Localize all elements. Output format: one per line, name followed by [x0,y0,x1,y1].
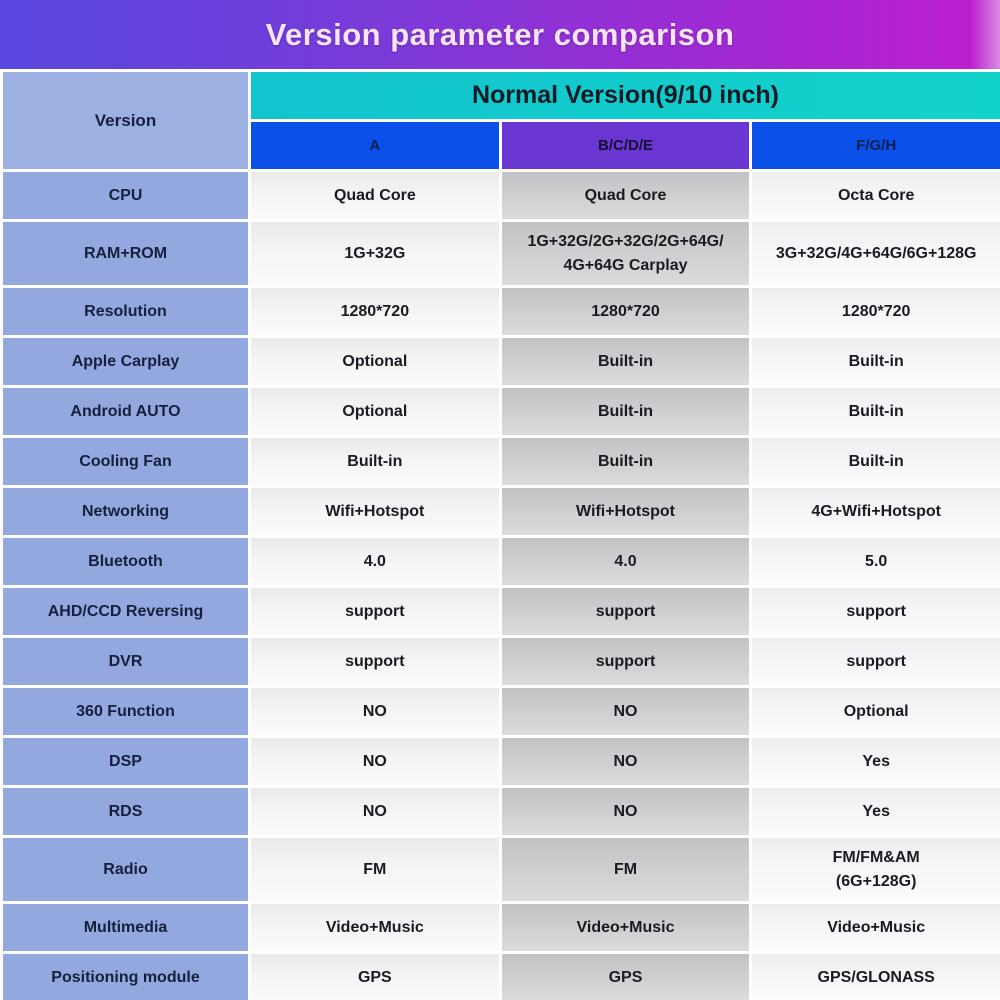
cell-version-bcde: support [501,588,750,635]
cell-version-a: NO [251,738,499,785]
cell-version-a: FM [251,838,499,901]
column-header-bcde: B/C/D/E [501,122,750,169]
row-label: Cooling Fan [3,438,248,485]
table-row: Bluetooth 4.0 4.0 5.0 [3,538,1000,585]
comparison-table: Version Normal Version(9/10 inch) A B/C/… [0,69,1000,1000]
table-row: Cooling Fan Built-in Built-in Built-in [3,438,1000,485]
row-label: Multimedia [3,904,248,951]
column-headers: A B/C/D/E F/G/H [251,122,1000,169]
cell-version-a: NO [251,788,499,835]
row-label: DSP [3,738,248,785]
table-row: DVR support support support [3,638,1000,685]
cell-version-a: support [251,588,499,635]
cell-version-bcde: Built-in [501,438,750,485]
cell-version-fgh: Built-in [752,338,1000,385]
column-header-fgh: F/G/H [752,122,1000,169]
page-title: Version parameter comparison [265,16,735,52]
table-row: Multimedia Video+Music Video+Music Video… [3,904,1000,951]
table-row: RAM+ROM 1G+32G 1G+32G/2G+32G/2G+64G/ 4G+… [3,222,1000,285]
version-header-cell: Version [3,72,248,169]
cell-version-a: GPS [251,954,499,1000]
cell-version-fgh: GPS/GLONASS [752,954,1000,1000]
row-label: Networking [3,488,248,535]
cell-version-fgh: Built-in [752,388,1000,435]
cell-version-fgh: Yes [752,738,1000,785]
table-row: Android AUTO Optional Built-in Built-in [3,388,1000,435]
row-label: AHD/CCD Reversing [3,588,248,635]
cell-version-a: NO [251,688,499,735]
cell-version-bcde: Video+Music [501,904,750,951]
cell-version-fgh: Video+Music [752,904,1000,951]
cell-version-bcde: 4.0 [501,538,750,585]
cell-version-fgh: 4G+Wifi+Hotspot [752,488,1000,535]
row-label: 360 Function [3,688,248,735]
column-header-a: A [251,122,499,169]
cell-version-a: Video+Music [251,904,499,951]
table-row: DSP NO NO Yes [3,738,1000,785]
cell-version-a: Built-in [251,438,499,485]
table-row: Radio FM FM FM/FM&AM (6G+128G) [3,838,1000,901]
table-row: RDS NO NO Yes [3,788,1000,835]
cell-version-a: 4.0 [251,538,499,585]
cell-version-fgh: 1280*720 [752,288,1000,335]
cell-version-a: Optional [251,388,499,435]
cell-version-a: Quad Core [251,172,499,219]
row-label: RAM+ROM [3,222,248,285]
header-row: Version Normal Version(9/10 inch) A B/C/… [3,72,1000,169]
table-row: 360 Function NO NO Optional [3,688,1000,735]
cell-version-a: 1280*720 [251,288,499,335]
cell-version-fgh: 3G+32G/4G+64G/6G+128G [752,222,1000,285]
row-label: Radio [3,838,248,901]
cell-version-bcde: NO [501,738,750,785]
cell-version-bcde: support [501,638,750,685]
row-label: RDS [3,788,248,835]
header-right-group: Normal Version(9/10 inch) A B/C/D/E F/G/… [251,72,1000,169]
cell-version-bcde: GPS [501,954,750,1000]
row-label: CPU [3,172,248,219]
cell-version-fgh: 5.0 [752,538,1000,585]
cell-version-a: 1G+32G [251,222,499,285]
table-row: Resolution 1280*720 1280*720 1280*720 [3,288,1000,335]
cell-version-fgh: Octa Core [752,172,1000,219]
row-label: Android AUTO [3,388,248,435]
cell-version-bcde: Built-in [501,338,750,385]
cell-version-bcde: Built-in [501,388,750,435]
table-row: Positioning module GPS GPS GPS/GLONASS [3,954,1000,1000]
row-label: Bluetooth [3,538,248,585]
cell-version-fgh: Yes [752,788,1000,835]
cell-version-bcde: 1280*720 [501,288,750,335]
row-label: Positioning module [3,954,248,1000]
cell-version-bcde: 1G+32G/2G+32G/2G+64G/ 4G+64G Carplay [501,222,750,285]
cell-version-fgh: support [752,638,1000,685]
cell-version-bcde: FM [501,838,750,901]
cell-version-bcde: NO [501,788,750,835]
row-label: Apple Carplay [3,338,248,385]
cell-version-fgh: support [752,588,1000,635]
table-row: CPU Quad Core Quad Core Octa Core [3,172,1000,219]
table-row: Networking Wifi+Hotspot Wifi+Hotspot 4G+… [3,488,1000,535]
cell-version-a: support [251,638,499,685]
cell-version-a: Wifi+Hotspot [251,488,499,535]
row-label: DVR [3,638,248,685]
cell-version-a: Optional [251,338,499,385]
cell-version-fgh: Optional [752,688,1000,735]
cell-version-bcde: NO [501,688,750,735]
title-banner: Version parameter comparison [0,0,1000,69]
row-label: Resolution [3,288,248,335]
cell-version-bcde: Wifi+Hotspot [501,488,750,535]
table-row: Apple Carplay Optional Built-in Built-in [3,338,1000,385]
cell-version-bcde: Quad Core [501,172,750,219]
cell-version-fgh: FM/FM&AM (6G+128G) [752,838,1000,901]
group-header: Normal Version(9/10 inch) [251,72,1000,119]
table-row: AHD/CCD Reversing support support suppor… [3,588,1000,635]
cell-version-fgh: Built-in [752,438,1000,485]
